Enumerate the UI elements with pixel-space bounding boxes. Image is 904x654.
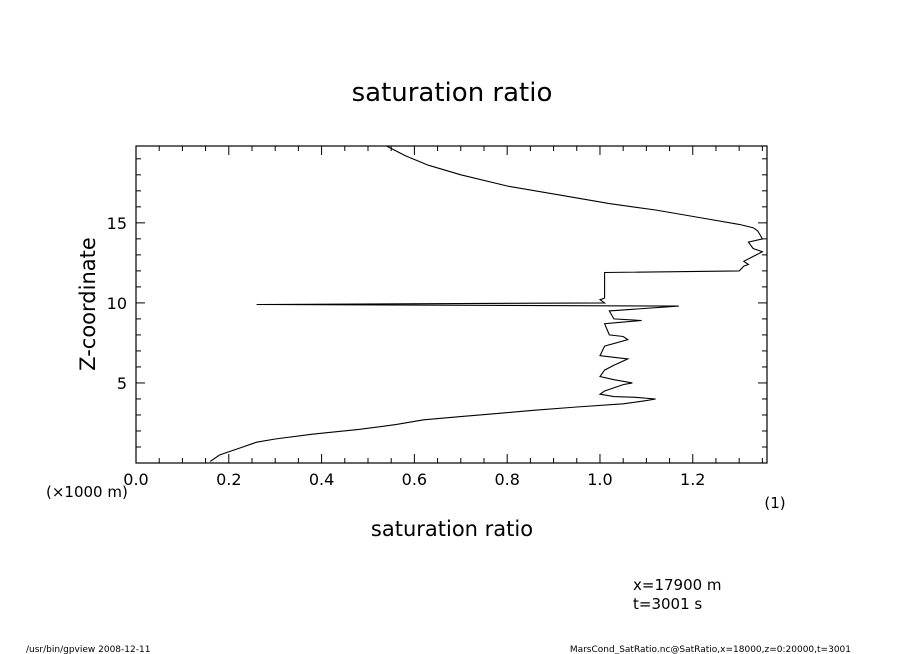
chart-title: saturation ratio [352,78,553,108]
x-tick-label: 0.6 [402,470,427,489]
saturation-ratio-line [209,145,764,462]
x-axis-label: saturation ratio [371,517,533,541]
x-axis-unit: (1) [764,494,785,512]
x-tick-label: 1.2 [680,470,705,489]
tick-labels: 0.0 0.2 0.4 0.6 0.8 1.0 1.2 5 10 15 [107,214,706,489]
x-tick-label: 0.0 [123,470,148,489]
plot-frame [135,145,768,464]
x-tick-label: 0.2 [216,470,241,489]
y-axis-label: Z-coordinate [76,237,100,371]
y-tick-label: 15 [107,214,127,233]
x-tick-label: 0.8 [494,470,519,489]
x-tick-label: 0.4 [309,470,334,489]
y-tick-label: 5 [117,374,127,393]
y-axis-unit: (×1000 m) [46,483,128,501]
position-annotation: x=17900 m [633,576,722,594]
footer-left: /usr/bin/gpview 2008-12-11 [26,645,150,654]
time-annotation: t=3001 s [633,595,702,613]
axis-ticks [135,146,767,463]
y-tick-label: 10 [107,294,127,313]
footer-right: MarsCond_SatRatio.nc@SatRatio,x=18000,z=… [570,645,851,654]
x-tick-label: 1.0 [587,470,612,489]
